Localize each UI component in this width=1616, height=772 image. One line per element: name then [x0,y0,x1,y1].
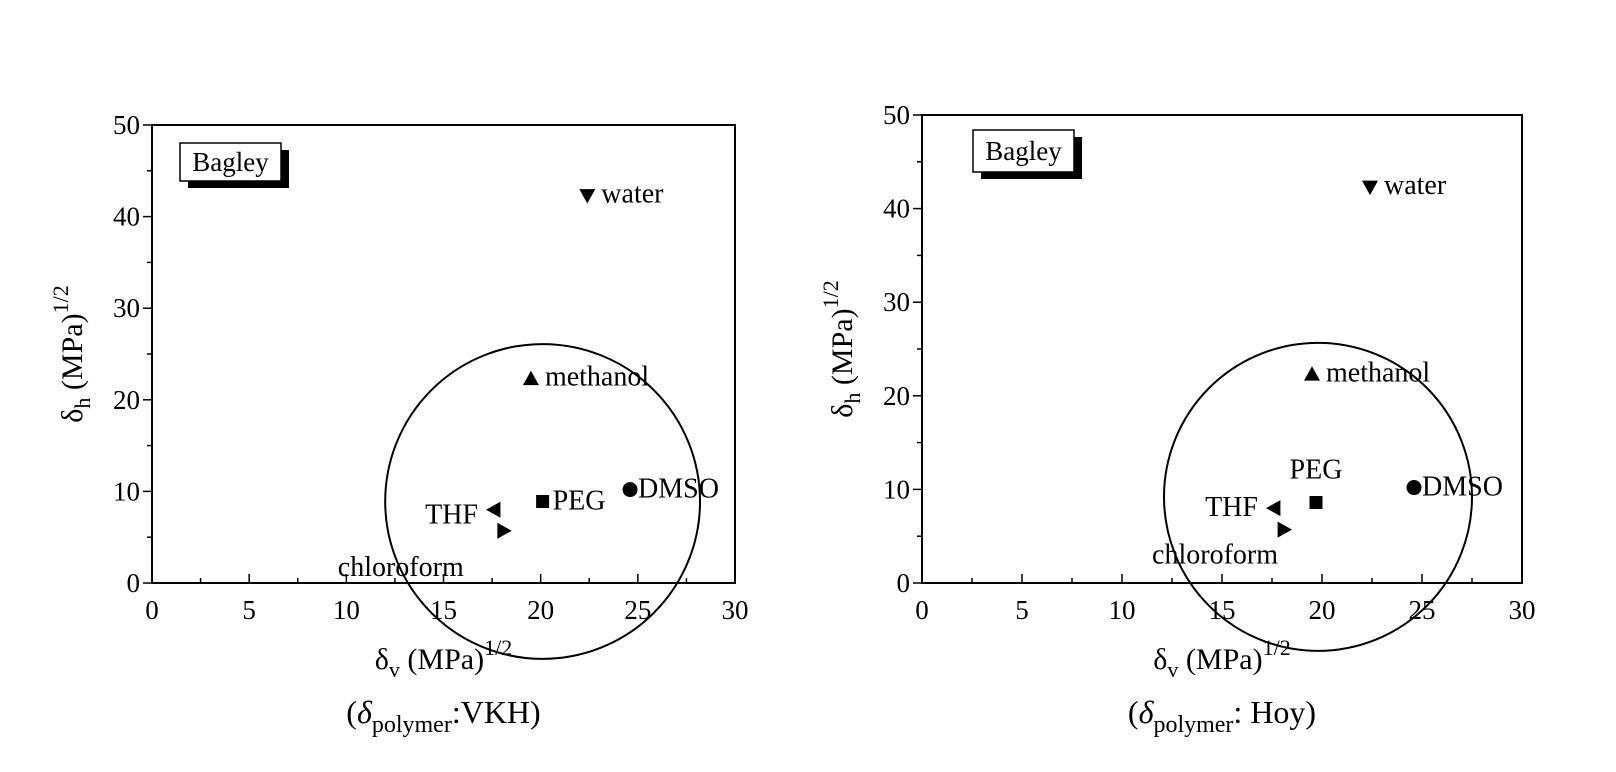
y-tick-label: 10 [883,474,910,504]
solubility-circle [1163,341,1473,652]
point-label: PEG [553,485,606,516]
methanol-marker [1304,366,1320,381]
point-label: DMSO [638,474,719,505]
point-label: chloroform [1152,540,1278,571]
chloroform-marker [1277,521,1292,538]
panel-caption: (δpolymer: Hoy) [1128,694,1316,738]
point-label: chloroform [338,552,464,583]
data-point-chloroform: chloroform [338,522,512,583]
x-tick-label: 10 [1109,595,1136,625]
x-tick-label: 20 [527,595,554,625]
x-tick-label: 5 [1015,595,1029,625]
legend-frame [972,129,1075,173]
water-marker [1362,180,1378,196]
water-marker [579,189,596,204]
chart-panel-left: 0 5 10 15 20 25 30 0 10 20 30 40 50 δv (MPa)1/2 (δpoly… [48,110,749,738]
y-tick-label: 40 [883,194,910,224]
point-label: water [601,179,664,210]
x-tick-label: 5 [242,595,256,625]
data-point-water: water [1362,170,1447,201]
PEG-marker [536,494,550,508]
y-axis-label: δh (MPa)1/2 [48,285,95,422]
x-axis-label: δv (MPa)1/2 [375,635,512,682]
legend-frame [179,142,282,182]
y-tick-label: 50 [883,100,910,130]
point-label: THF [425,500,478,531]
x-tick-label: 20 [1309,595,1336,625]
x-tick-label: 30 [722,595,749,625]
x-axis-label: δv (MPa)1/2 [1153,635,1290,682]
point-label: DMSO [1422,472,1503,503]
point-label: THF [1205,492,1258,523]
THF-marker [486,501,501,518]
data-point-THF: THF [425,500,501,531]
point-label: water [1384,170,1447,201]
data-point-DMSO: DMSO [1406,472,1503,503]
y-tick-label: 50 [113,110,140,140]
DMSO-marker [622,482,638,498]
x-tick-label: 15 [430,595,457,625]
data-point-DMSO: DMSO [622,474,719,505]
PEG-marker [1309,496,1323,510]
solubility-circle [384,343,702,660]
data-point-PEG: PEG [536,485,606,516]
y-tick-label: 30 [113,293,140,323]
data-point-PEG: PEG [1290,455,1343,510]
legend-label: Bagley [192,147,269,177]
data-point-THF: THF [1205,492,1281,523]
chloroform-marker [497,522,512,539]
legend-box: Bagley [179,142,289,188]
data-point-chloroform: chloroform [1152,521,1292,571]
y-tick-label: 20 [113,385,140,415]
x-tick-label: 10 [333,595,360,625]
DMSO-marker [1406,480,1422,496]
y-tick-label: 20 [883,381,910,411]
data-point-water: water [579,179,664,210]
x-tick-label: 0 [145,595,159,625]
data-point-methanol: methanol [522,362,649,393]
y-tick-label: 0 [127,568,141,598]
x-tick-label: 25 [624,595,651,625]
x-tick-label: 0 [915,595,929,625]
point-label: methanol [1326,357,1430,388]
legend-box: Bagley [972,129,1082,179]
panel-caption: (δpolymer:VKH) [346,694,540,738]
y-tick-label: 0 [897,568,911,598]
THF-marker [1266,500,1281,517]
y-tick-label: 30 [883,287,910,317]
point-label: PEG [1290,455,1343,486]
y-tick-label: 10 [113,476,140,506]
legend-label: Bagley [985,136,1062,166]
y-tick-label: 40 [113,202,140,232]
methanol-marker [522,370,539,386]
x-tick-label: 30 [1509,595,1536,625]
y-axis-label: δh (MPa)1/2 [818,280,865,417]
point-label: methanol [545,362,649,393]
data-point-methanol: methanol [1304,357,1430,388]
